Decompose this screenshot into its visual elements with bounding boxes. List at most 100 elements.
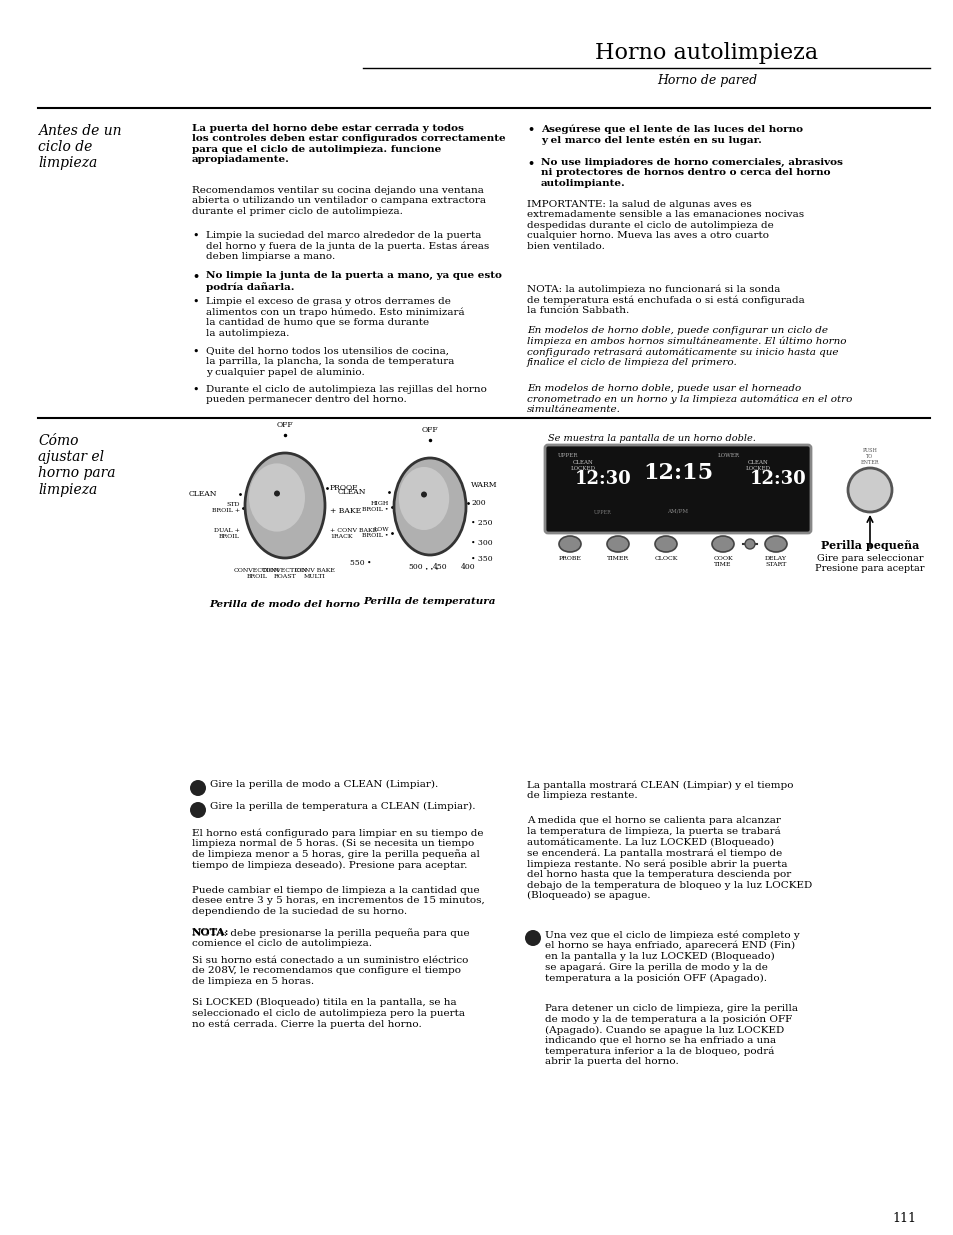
Text: NOTA: la autolimpieza no funcionará si la sonda
de temperatura está enchufada o : NOTA: la autolimpieza no funcionará si l… (526, 284, 804, 315)
Text: El horno está configurado para limpiar en su tiempo de
limpieza normal de 5 hora: El horno está configurado para limpiar e… (192, 827, 483, 869)
Text: Una vez que el ciclo de limpieza esté completo y
el horno se haya enfriado, apar: Una vez que el ciclo de limpieza esté co… (544, 930, 799, 983)
Circle shape (847, 468, 891, 513)
Text: Limpie la suciedad del marco alrededor de la puerta
del horno y fuera de la junt: Limpie la suciedad del marco alrededor d… (206, 231, 489, 262)
Text: •: • (192, 347, 198, 357)
Text: La puerta del horno debe estar cerrada y todos
los controles deben estar configu: La puerta del horno debe estar cerrada y… (192, 124, 505, 164)
Text: CLEAN
LOCKED: CLEAN LOCKED (744, 459, 770, 471)
Text: A medida que el horno se calienta para alcanzar
la temperatura de limpieza, la p: A medida que el horno se calienta para a… (526, 816, 811, 900)
Text: LOW
BROIL •: LOW BROIL • (362, 527, 389, 538)
Text: + BAKE: + BAKE (330, 506, 361, 515)
Text: Si LOCKED (Bloqueado) titila en la pantalla, se ha
seleccionado el ciclo de auto: Si LOCKED (Bloqueado) titila en la panta… (192, 998, 464, 1029)
Text: DUAL +
BROIL: DUAL + BROIL (213, 529, 240, 538)
Text: Perilla de temperatura: Perilla de temperatura (363, 597, 496, 606)
Text: 111: 111 (891, 1212, 915, 1225)
Text: CONV BAKE
MULTI: CONV BAKE MULTI (294, 568, 335, 579)
Text: •: • (192, 385, 198, 395)
Text: DELAY
START: DELAY START (764, 556, 786, 567)
Text: 450: 450 (433, 563, 447, 571)
Circle shape (190, 781, 206, 797)
Ellipse shape (245, 453, 325, 558)
Circle shape (420, 492, 427, 498)
Text: Perilla de modo del horno: Perilla de modo del horno (210, 600, 360, 609)
Text: Antes de un
ciclo de
limpieza: Antes de un ciclo de limpieza (38, 124, 121, 170)
Text: 2: 2 (195, 798, 201, 806)
Text: LOWER: LOWER (718, 453, 740, 458)
Ellipse shape (249, 463, 305, 531)
Ellipse shape (558, 536, 580, 552)
Text: •: • (192, 270, 199, 282)
Text: Si su horno está conectado a un suministro eléctrico
de 208V, le recomendamos qu: Si su horno está conectado a un suminist… (192, 956, 468, 986)
Circle shape (190, 802, 206, 818)
Ellipse shape (764, 536, 786, 552)
Text: No use limpiadores de horno comerciales, abrasivos
ni protectores de hornos dent: No use limpiadores de horno comerciales,… (540, 158, 842, 188)
Text: Quite del horno todos los utensilios de cocina,
la parrilla, la plancha, la sond: Quite del horno todos los utensilios de … (206, 347, 454, 377)
Text: CLEAN
LOCKED: CLEAN LOCKED (570, 459, 595, 471)
Text: OFF: OFF (421, 426, 437, 433)
Text: Durante el ciclo de autolimpieza las rejillas del horno
pueden permanecer dentro: Durante el ciclo de autolimpieza las rej… (206, 385, 486, 404)
Text: No limpie la junta de la puerta a mano, ya que esto
podría dañarla.: No limpie la junta de la puerta a mano, … (206, 270, 501, 291)
Text: UPPER: UPPER (558, 453, 578, 458)
Ellipse shape (744, 538, 754, 550)
Text: Horno autolimpieza: Horno autolimpieza (595, 42, 818, 64)
Text: Asegúrese que el lente de las luces del horno
y el marco del lente estén en su l: Asegúrese que el lente de las luces del … (540, 124, 802, 144)
Text: CLEAN: CLEAN (189, 489, 216, 498)
Text: Se muestra la pantalla de un horno doble.: Se muestra la pantalla de un horno doble… (547, 433, 755, 443)
Text: TIMER: TIMER (606, 556, 628, 561)
Text: WARM: WARM (471, 480, 497, 489)
Text: CONVECTION
BROIL: CONVECTION BROIL (233, 568, 280, 579)
Text: Recomendamos ventilar su cocina dejando una ventana
abierta o utilizando un vent: Recomendamos ventilar su cocina dejando … (192, 186, 485, 216)
Ellipse shape (655, 536, 677, 552)
Ellipse shape (711, 536, 733, 552)
Text: PROBE: PROBE (558, 556, 580, 561)
Text: Puede cambiar el tiempo de limpieza a la cantidad que
desee entre 3 y 5 horas, e: Puede cambiar el tiempo de limpieza a la… (192, 885, 484, 916)
Text: Horno de pared: Horno de pared (657, 74, 757, 86)
Text: En modelos de horno doble, puede configurar un ciclo de
limpieza en ambos hornos: En modelos de horno doble, puede configu… (526, 326, 845, 367)
Text: Gire la perilla de temperatura a CLEAN (Limpiar).: Gire la perilla de temperatura a CLEAN (… (210, 802, 475, 811)
Text: •: • (192, 231, 198, 241)
Text: Cómo
ajustar el
horno para
limpieza: Cómo ajustar el horno para limpieza (38, 433, 115, 496)
Text: • • •: • • • (425, 567, 438, 572)
FancyBboxPatch shape (544, 445, 810, 534)
Text: Gire la perilla de modo a CLEAN (Limpiar).: Gire la perilla de modo a CLEAN (Limpiar… (210, 781, 437, 789)
Ellipse shape (398, 467, 449, 530)
Text: • 350: • 350 (471, 555, 492, 562)
Circle shape (524, 930, 540, 946)
Text: Gire para seleccionar
Presione para aceptar: Gire para seleccionar Presione para acep… (815, 555, 923, 573)
Text: 550 •: 550 • (350, 559, 372, 567)
Text: 12:30: 12:30 (749, 471, 805, 488)
Text: 3: 3 (530, 926, 536, 934)
Text: 400: 400 (460, 563, 475, 571)
Circle shape (274, 490, 280, 496)
Text: •: • (526, 124, 534, 135)
Text: Perilla pequeña: Perilla pequeña (820, 540, 919, 551)
Text: + CONV BAKE
1RACK: + CONV BAKE 1RACK (330, 529, 376, 538)
Text: •: • (192, 296, 198, 308)
Text: COOK
TIME: COOK TIME (713, 556, 732, 567)
Ellipse shape (606, 536, 628, 552)
Text: 12:30: 12:30 (574, 471, 631, 488)
Text: PUSH
TO
ENTER: PUSH TO ENTER (860, 448, 879, 464)
Text: La pantalla mostrará CLEAN (Limpiar) y el tiempo
de limpieza restante.: La pantalla mostrará CLEAN (Limpiar) y e… (526, 781, 793, 800)
Text: •: • (526, 158, 534, 169)
Text: PROOF: PROOF (330, 483, 358, 492)
Text: • 300: • 300 (471, 538, 492, 547)
Text: NOTA: debe presionarse la perilla pequeña para que
comience el ciclo de autolimp: NOTA: debe presionarse la perilla pequeñ… (192, 927, 469, 948)
Text: • 250: • 250 (471, 519, 492, 526)
Text: CLOCK: CLOCK (654, 556, 677, 561)
Text: AM/PM: AM/PM (667, 508, 688, 513)
Text: UPPER: UPPER (594, 510, 611, 515)
Text: En modelos de horno doble, puede usar el horneado
cronometrado en un horno y la : En modelos de horno doble, puede usar el… (526, 384, 851, 415)
Text: CLEAN: CLEAN (337, 488, 366, 495)
Text: HIGH
BROIL •: HIGH BROIL • (362, 501, 389, 511)
Text: NOTA:: NOTA: (192, 927, 230, 937)
Text: Limpie el exceso de grasa y otros derrames de
alimentos con un trapo húmedo. Est: Limpie el exceso de grasa y otros derram… (206, 296, 464, 338)
Text: OFF: OFF (276, 421, 293, 429)
Text: 12:15: 12:15 (642, 462, 712, 484)
Text: 1: 1 (194, 776, 201, 784)
Text: STD
BROIL +: STD BROIL + (212, 503, 240, 513)
Ellipse shape (394, 458, 465, 555)
Text: Para detener un ciclo de limpieza, gire la perilla
de modo y la de temperatura a: Para detener un ciclo de limpieza, gire … (544, 1004, 797, 1066)
Text: 500: 500 (408, 563, 423, 571)
Text: CONVECTION
ROAST: CONVECTION ROAST (262, 568, 308, 579)
Text: 200: 200 (471, 499, 485, 506)
